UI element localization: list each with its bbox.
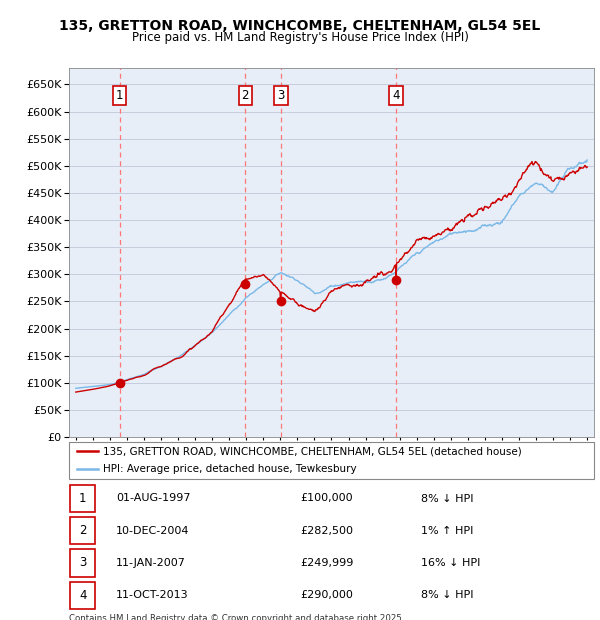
Text: 4: 4 [79, 589, 86, 601]
Text: 1: 1 [79, 492, 86, 505]
Text: £249,999: £249,999 [300, 558, 353, 568]
Text: 3: 3 [277, 89, 284, 102]
Text: £100,000: £100,000 [300, 494, 353, 503]
Text: 135, GRETTON ROAD, WINCHCOMBE, CHELTENHAM, GL54 5EL (detached house): 135, GRETTON ROAD, WINCHCOMBE, CHELTENHA… [103, 446, 522, 456]
Text: 135, GRETTON ROAD, WINCHCOMBE, CHELTENHAM, GL54 5EL: 135, GRETTON ROAD, WINCHCOMBE, CHELTENHA… [59, 19, 541, 33]
Bar [70, 517, 95, 544]
Text: 8% ↓ HPI: 8% ↓ HPI [421, 494, 473, 503]
Text: 01-AUG-1997: 01-AUG-1997 [116, 494, 191, 503]
Text: 11-JAN-2007: 11-JAN-2007 [116, 558, 186, 568]
Text: 2: 2 [79, 525, 86, 537]
Text: 11-OCT-2013: 11-OCT-2013 [116, 590, 189, 600]
Text: 10-DEC-2004: 10-DEC-2004 [116, 526, 190, 536]
Text: 1% ↑ HPI: 1% ↑ HPI [421, 526, 473, 536]
Bar [70, 485, 95, 512]
Text: HPI: Average price, detached house, Tewkesbury: HPI: Average price, detached house, Tewk… [103, 464, 357, 474]
Text: 4: 4 [392, 89, 400, 102]
Text: 1: 1 [116, 89, 124, 102]
Text: Contains HM Land Registry data © Crown copyright and database right 2025.
This d: Contains HM Land Registry data © Crown c… [69, 614, 404, 620]
Text: 8% ↓ HPI: 8% ↓ HPI [421, 590, 473, 600]
Text: 16% ↓ HPI: 16% ↓ HPI [421, 558, 480, 568]
Text: £282,500: £282,500 [300, 526, 353, 536]
Bar [70, 549, 95, 577]
Text: £290,000: £290,000 [300, 590, 353, 600]
Text: Price paid vs. HM Land Registry's House Price Index (HPI): Price paid vs. HM Land Registry's House … [131, 31, 469, 44]
Text: 2: 2 [241, 89, 249, 102]
Text: 3: 3 [79, 557, 86, 569]
Bar [70, 582, 95, 609]
